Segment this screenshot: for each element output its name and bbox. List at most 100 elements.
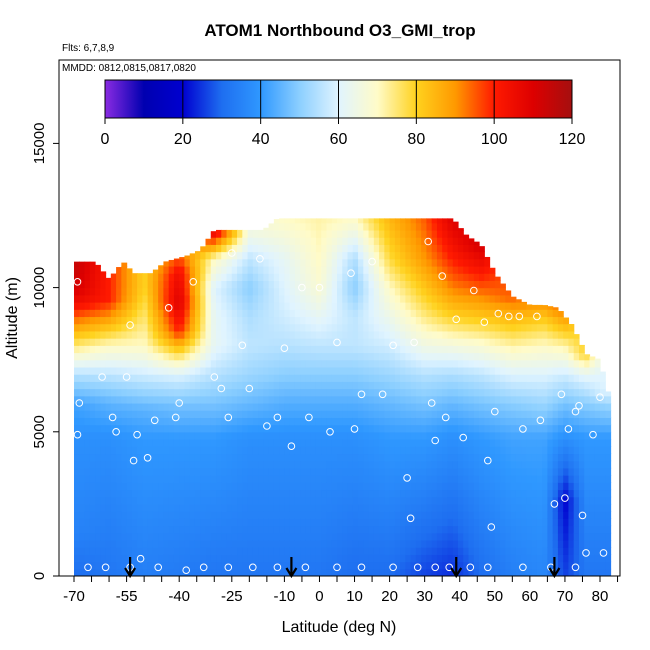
field-cell xyxy=(589,554,596,563)
field-cell xyxy=(500,467,506,476)
field-cell xyxy=(300,475,307,483)
field-cell xyxy=(479,554,485,563)
field-cell xyxy=(573,475,580,483)
field-cell xyxy=(421,518,428,527)
field-cell xyxy=(163,309,170,318)
field-cell xyxy=(431,410,438,418)
field-cell xyxy=(289,229,296,238)
field-cell xyxy=(405,309,412,318)
field-cell xyxy=(100,532,107,541)
field-cell xyxy=(84,359,91,368)
field-cell xyxy=(221,482,228,491)
field-cell xyxy=(379,561,385,570)
field-cell xyxy=(294,402,301,411)
field-cell xyxy=(510,503,517,512)
field-cell xyxy=(105,366,112,375)
field-cell xyxy=(384,359,391,368)
field-cell xyxy=(431,388,438,397)
field-cell xyxy=(389,374,396,382)
field-cell xyxy=(321,496,328,505)
field-cell xyxy=(500,532,506,541)
observation-point xyxy=(287,442,296,451)
field-cell xyxy=(426,568,433,576)
field-cell xyxy=(415,489,422,498)
field-cell xyxy=(505,496,512,505)
field-cell xyxy=(557,489,564,498)
field-cell xyxy=(515,374,522,382)
field-cell xyxy=(105,277,112,281)
field-cell xyxy=(415,424,422,433)
field-cell xyxy=(494,417,501,426)
field-cell xyxy=(479,280,485,289)
field-cell xyxy=(100,417,107,426)
field-cell xyxy=(552,359,559,368)
field-cell xyxy=(394,532,401,541)
field-cell xyxy=(505,388,512,397)
field-cell xyxy=(231,518,238,527)
field-cell xyxy=(242,280,249,289)
field-cell xyxy=(305,525,312,534)
field-cell xyxy=(436,388,443,397)
field-cell xyxy=(342,489,349,498)
field-cell xyxy=(452,453,459,462)
field-cell xyxy=(237,460,243,469)
field-cell xyxy=(489,525,496,534)
field-cell xyxy=(536,539,543,548)
field-cell xyxy=(226,424,233,433)
field-cell xyxy=(273,338,280,346)
field-cell xyxy=(131,352,138,361)
field-cell xyxy=(315,381,322,390)
field-cell xyxy=(373,525,380,534)
field-cell xyxy=(358,532,364,541)
field-cell xyxy=(405,287,412,296)
field-cell xyxy=(168,345,175,354)
field-cell xyxy=(163,330,170,339)
field-cell xyxy=(110,338,117,346)
field-cell xyxy=(237,280,243,289)
field-cell xyxy=(373,475,380,483)
field-cell xyxy=(126,323,133,332)
field-cell xyxy=(326,439,333,447)
field-cell xyxy=(337,460,343,469)
field-cell xyxy=(400,446,406,455)
field-cell xyxy=(194,316,201,325)
field-cell xyxy=(231,244,238,253)
field-cell xyxy=(526,417,533,426)
field-cell xyxy=(289,539,296,548)
field-cell xyxy=(421,338,428,346)
field-cell xyxy=(189,374,196,382)
field-cell xyxy=(194,503,201,512)
field-cell xyxy=(552,316,559,325)
field-cell xyxy=(384,338,391,346)
field-cell xyxy=(194,251,201,260)
field-cell xyxy=(489,273,496,281)
field-cell xyxy=(79,467,86,476)
field-cell xyxy=(384,316,391,325)
field-cell xyxy=(400,460,406,469)
field-cell xyxy=(121,338,128,346)
field-cell xyxy=(205,294,212,303)
field-cell xyxy=(163,280,170,289)
field-cell xyxy=(137,503,143,512)
field-cell xyxy=(226,460,233,469)
field-cell xyxy=(337,547,343,555)
field-cell xyxy=(310,417,317,426)
field-cell xyxy=(84,338,91,346)
field-cell xyxy=(536,460,543,469)
field-cell xyxy=(121,446,128,455)
field-cell xyxy=(200,467,207,476)
field-cell xyxy=(231,381,238,390)
field-cell xyxy=(84,302,91,310)
field-cell xyxy=(110,417,117,426)
field-cell xyxy=(179,265,186,274)
field-cell xyxy=(158,338,165,346)
field-cell xyxy=(147,518,154,527)
field-cell xyxy=(510,309,517,318)
field-cell xyxy=(326,489,333,498)
field-cell xyxy=(268,402,275,411)
field-cell xyxy=(573,388,580,397)
field-cell xyxy=(505,482,512,491)
field-cell xyxy=(315,222,322,231)
observation-point xyxy=(389,341,397,350)
field-cell xyxy=(342,258,349,267)
